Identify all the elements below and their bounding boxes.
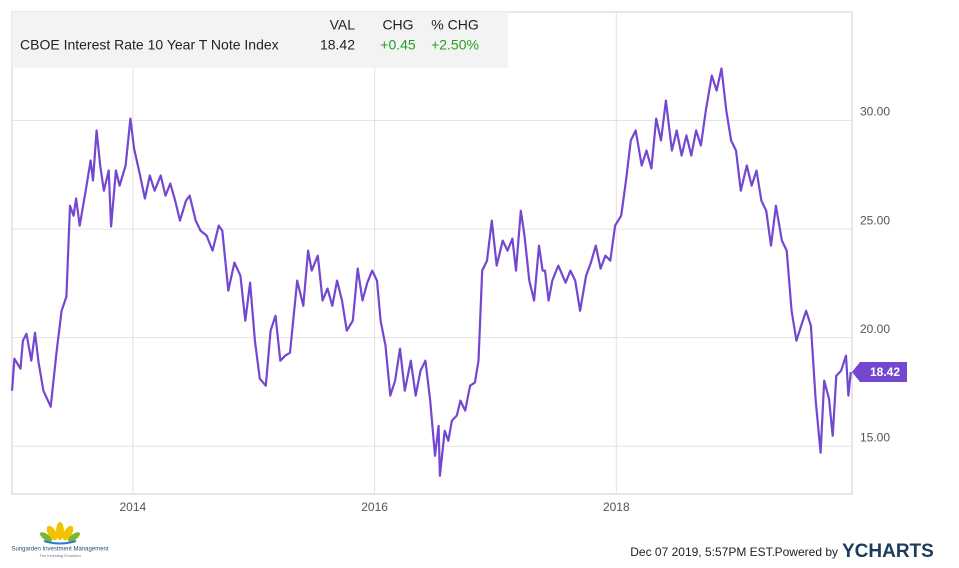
last-value-label: 18.42 xyxy=(870,365,900,379)
timestamp: Dec 07 2019, 5:57PM EST. xyxy=(630,545,775,559)
y-tick-label: 30.00 xyxy=(860,105,890,119)
table-change: +0.45 xyxy=(380,37,416,53)
table-pct-change: +2.50% xyxy=(431,37,479,53)
logo xyxy=(40,522,80,545)
y-tick-label: 20.00 xyxy=(860,322,890,336)
table-series-name: CBOE Interest Rate 10 Year T Note Index xyxy=(20,37,279,53)
table-header: CHG xyxy=(382,17,413,33)
grid xyxy=(12,12,852,494)
last-value-tag xyxy=(852,361,907,382)
x-tick-label: 2016 xyxy=(361,500,388,514)
line-series xyxy=(10,67,852,477)
x-tick-label: 2014 xyxy=(120,500,147,514)
info-table-bg xyxy=(12,12,508,68)
table-header: % CHG xyxy=(431,17,478,33)
brand: YCHARTS xyxy=(842,541,934,562)
y-tick-label: 25.00 xyxy=(860,213,890,227)
table-value: 18.42 xyxy=(320,37,355,53)
logo-name: Sungarden Investment Management xyxy=(11,547,108,553)
y-tick-label: 15.00 xyxy=(860,430,890,444)
powered-by: Powered by xyxy=(775,545,838,559)
logo-tagline: The Investing Evolution xyxy=(39,553,81,558)
table-header: VAL xyxy=(330,17,356,33)
x-tick-label: 2018 xyxy=(603,500,630,514)
